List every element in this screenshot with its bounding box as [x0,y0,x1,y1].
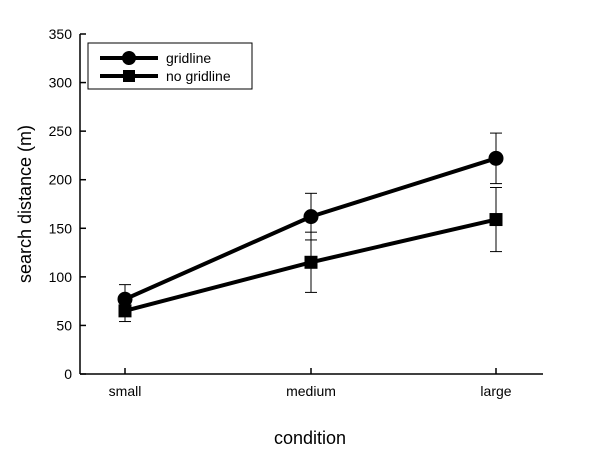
legend-marker-gridline [122,51,136,65]
legend-marker-no-gridline [123,70,135,82]
series-group [117,132,504,323]
series-gridline [117,132,504,315]
y-tick-label: 350 [49,26,73,42]
x-tick-label: small [109,383,142,399]
x-axis-title: condition [274,428,346,448]
series-no-gridline [118,186,503,323]
y-tick-label: 0 [64,366,72,382]
data-point [118,304,132,318]
legend-box [87,42,253,90]
data-point [489,213,503,227]
x-tick-label: large [480,383,511,399]
y-tick-label: 50 [56,317,72,333]
y-tick-label: 250 [49,123,73,139]
x-tick-label: medium [286,383,336,399]
legend: gridline no gridline [87,42,253,90]
x-ticks: small medium large [109,368,512,399]
legend-label-no-gridline: no gridline [166,68,231,84]
y-tick-label: 300 [49,75,73,91]
data-point [303,209,319,225]
y-axis-title: search distance (m) [15,125,35,283]
y-tick-label: 100 [49,269,73,285]
y-ticks: 0 50 100 150 200 250 300 350 [49,26,86,382]
y-tick-label: 150 [49,220,73,236]
legend-label-gridline: gridline [166,50,211,66]
data-point [117,291,133,307]
y-tick-label: 200 [49,172,73,188]
data-point [304,255,318,269]
data-point [488,150,504,166]
